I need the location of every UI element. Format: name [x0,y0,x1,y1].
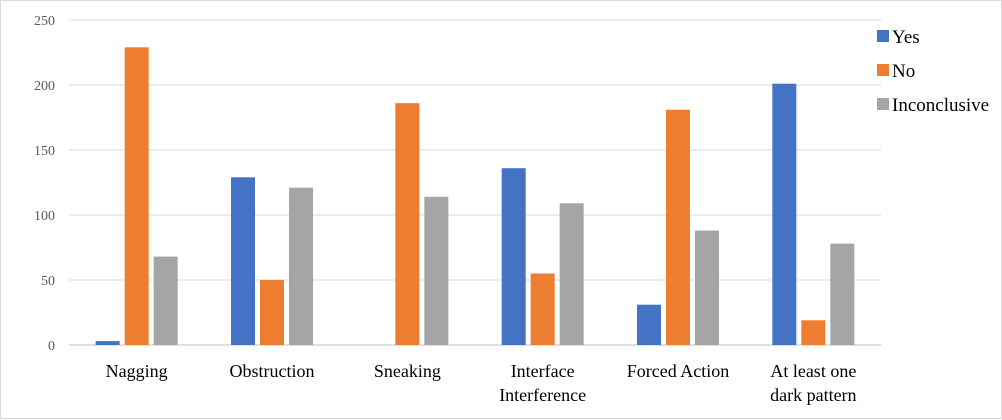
x-tick-label: At least one [770,361,856,381]
legend-label-no: No [892,61,915,82]
legend-label-yes: Yes [892,27,920,48]
y-tick-label: 50 [41,274,55,289]
bar-no [260,280,284,345]
bar-no [530,273,555,345]
bar-no [395,103,420,345]
legend-swatch-yes [877,30,889,42]
bar-yes [772,83,797,345]
bar-inconclusive [830,243,855,345]
bar-inconclusive [153,256,178,345]
bar-yes [501,168,526,345]
bar-yes [231,177,255,345]
bar-yes [95,341,120,345]
x-tick-label: Interference [499,385,586,405]
bar-inconclusive [695,230,719,345]
bar-inconclusive [289,187,313,345]
x-tick-label: Forced Action [627,361,729,381]
x-tick-label: Nagging [106,361,168,381]
bar-inconclusive [559,203,584,345]
bar-yes [637,304,661,345]
bar-no [124,47,149,346]
y-tick-label: 150 [34,144,55,159]
bar-no [801,320,826,345]
legend-swatch-inconclusive [877,98,889,110]
legend-swatch-no [877,64,889,76]
x-tick-label: Obstruction [230,361,315,381]
y-tick-label: 100 [34,209,55,224]
x-tick-label: dark pattern [770,385,856,405]
y-tick-label: 0 [48,339,55,354]
x-tick-label: Interface [511,361,575,381]
legend-label-inconclusive: Inconclusive [892,95,989,116]
y-tick-label: 200 [34,79,55,94]
bar-no [666,109,690,345]
y-tick-label: 250 [34,14,55,29]
bar-inconclusive [424,196,449,345]
x-tick-label: Sneaking [374,361,441,381]
